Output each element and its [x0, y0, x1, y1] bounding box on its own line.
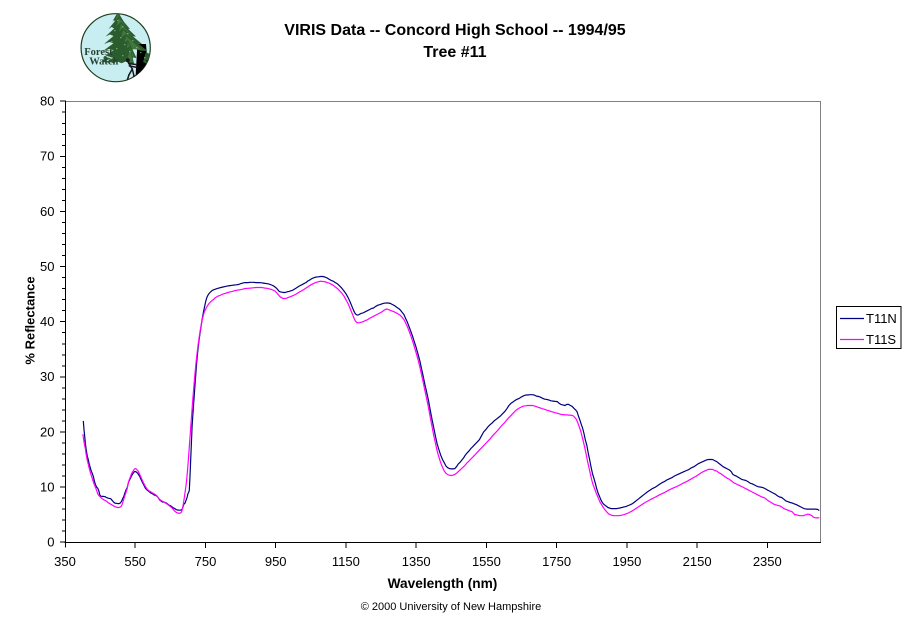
- svg-text:550: 550: [124, 554, 146, 569]
- svg-text:1950: 1950: [612, 554, 641, 569]
- svg-text:40: 40: [40, 314, 54, 329]
- svg-text:Wavelength (nm): Wavelength (nm): [388, 576, 498, 591]
- svg-text:950: 950: [265, 554, 287, 569]
- svg-text:70: 70: [40, 149, 54, 164]
- svg-text:0: 0: [47, 535, 54, 550]
- svg-text:80: 80: [40, 94, 54, 109]
- svg-text:2150: 2150: [683, 554, 712, 569]
- svg-text:T11N: T11N: [866, 311, 897, 326]
- svg-text:50: 50: [40, 259, 54, 274]
- svg-text:60: 60: [40, 204, 54, 219]
- svg-text:VIRIS Data -- Concord High Sch: VIRIS Data -- Concord High School -- 199…: [284, 22, 625, 39]
- svg-text:750: 750: [195, 554, 217, 569]
- svg-text:% Reflectance: % Reflectance: [23, 276, 38, 364]
- svg-text:1750: 1750: [542, 554, 571, 569]
- svg-text:Forest: Forest: [84, 47, 113, 58]
- svg-text:30: 30: [40, 369, 54, 384]
- svg-text:2350: 2350: [753, 554, 782, 569]
- svg-text:Watch: Watch: [89, 56, 118, 67]
- svg-text:1350: 1350: [402, 554, 431, 569]
- svg-text:10: 10: [40, 480, 54, 495]
- svg-text:Tree #11: Tree #11: [423, 44, 486, 61]
- svg-text:1550: 1550: [472, 554, 501, 569]
- svg-text:20: 20: [40, 424, 54, 439]
- svg-text:1150: 1150: [332, 554, 360, 569]
- svg-text:T11S: T11S: [866, 332, 896, 347]
- svg-text:© 2000 University of New Hamps: © 2000 University of New Hampshire: [361, 601, 542, 613]
- svg-text:350: 350: [54, 554, 76, 569]
